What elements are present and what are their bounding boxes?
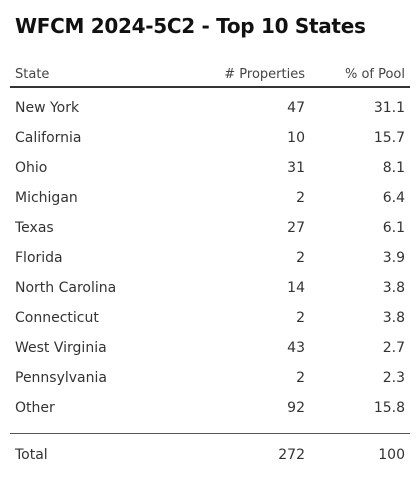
state-cell: California [15,130,82,146]
table-row: Connecticut 2 3.8 [10,303,410,333]
table-row: New York 47 31.1 [10,93,410,123]
table-row: Texas 27 6.1 [10,213,410,243]
state-cell: Ohio [15,160,48,176]
state-cell: West Virginia [15,340,107,356]
table-row: North Carolina 14 3.8 [10,273,410,303]
state-cell: Florida [15,250,63,266]
pct-cell: 2.7 [382,340,405,356]
pct-cell: 31.1 [373,100,405,116]
properties-cell: 10 [287,130,305,146]
table-spacer [10,423,410,433]
pct-cell: 8.1 [382,160,405,176]
state-cell: North Carolina [15,280,117,296]
table-row: Florida 2 3.9 [10,243,410,273]
column-header-pct-of-pool: % of Pool [344,67,405,82]
table-row: Ohio 31 8.1 [10,153,410,183]
pct-cell: 6.4 [382,190,405,206]
properties-cell: 2 [296,310,305,326]
properties-cell: 14 [287,280,305,296]
properties-cell: 92 [287,400,305,416]
pct-cell: 3.9 [382,250,405,266]
pct-cell: 15.7 [373,130,405,146]
table-body: New York 47 31.1 California 10 15.7 Ohio… [10,88,410,423]
properties-cell: 2 [296,190,305,206]
total-pct: 100 [378,447,405,463]
properties-cell: 2 [296,370,305,386]
total-divider [10,433,410,434]
column-header-properties: # Properties [224,67,305,82]
pct-cell: 15.8 [373,400,405,416]
properties-cell: 31 [287,160,305,176]
state-cell: Pennsylvania [15,370,107,386]
table-total-row: Total 272 100 [10,440,410,470]
pct-cell: 2.3 [382,370,405,386]
table-header-row: State # Properties % of Pool [10,64,410,88]
properties-cell: 43 [287,340,305,356]
pct-cell: 3.8 [382,280,405,296]
table-row: Other 92 15.8 [10,393,410,423]
table-row: Pennsylvania 2 2.3 [10,363,410,393]
table-row: California 10 15.7 [10,123,410,153]
total-label: Total [15,447,48,463]
pct-cell: 3.8 [382,310,405,326]
column-header-state: State [15,67,50,82]
states-table: State # Properties % of Pool New York 47… [10,64,410,470]
state-cell: Michigan [15,190,78,206]
pct-cell: 6.1 [382,220,405,236]
state-cell: New York [15,100,80,116]
state-cell: Texas [15,220,54,236]
properties-cell: 47 [287,100,305,116]
page-title: WFCM 2024-5C2 - Top 10 States [15,14,366,38]
state-cell: Connecticut [15,310,99,326]
state-cell: Other [15,400,55,416]
properties-cell: 27 [287,220,305,236]
total-properties: 272 [278,447,305,463]
properties-cell: 2 [296,250,305,266]
table-row: Michigan 2 6.4 [10,183,410,213]
table-row: West Virginia 43 2.7 [10,333,410,363]
